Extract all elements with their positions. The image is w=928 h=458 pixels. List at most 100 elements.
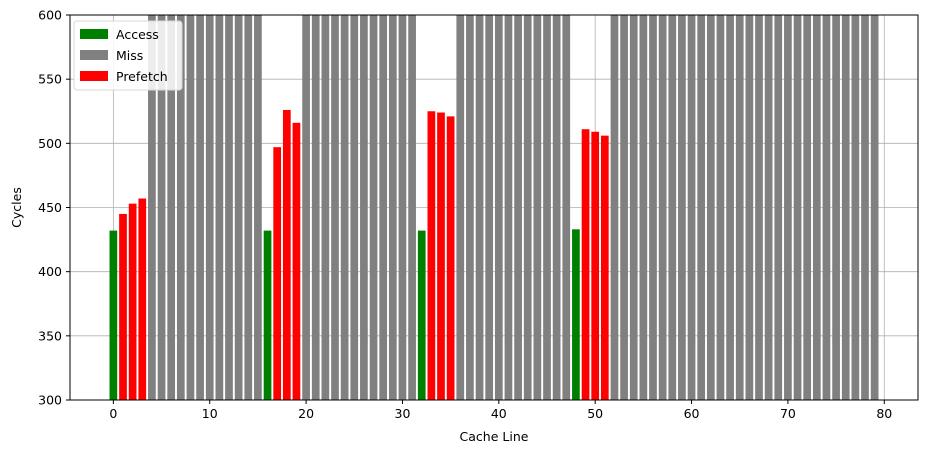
bar-miss-68 (764, 15, 773, 400)
x-tick-label: 30 (395, 406, 411, 421)
bar-miss-72 (803, 15, 812, 400)
x-axis-label: Cache Line (460, 429, 529, 444)
y-tick-label: 300 (38, 393, 62, 408)
bar-miss-63 (716, 15, 725, 400)
bar-miss-6 (167, 15, 176, 400)
bar-miss-36 (456, 15, 465, 400)
bar-prefetch-50 (591, 131, 600, 401)
bar-miss-28 (379, 15, 388, 400)
bar-miss-47 (562, 15, 571, 400)
bar-miss-23 (331, 15, 339, 400)
bar-miss-54 (629, 15, 638, 400)
bar-miss-62 (706, 15, 715, 400)
bar-prefetch-1 (119, 213, 127, 400)
bar-miss-15 (254, 15, 262, 400)
y-tick-label: 450 (38, 200, 62, 215)
bar-miss-53 (620, 15, 628, 400)
bar-miss-7 (176, 15, 185, 400)
bar-miss-10 (205, 15, 214, 400)
bar-miss-40 (494, 15, 503, 400)
bar-miss-73 (812, 15, 821, 400)
legend-label-miss: Miss (116, 48, 143, 63)
legend-label-prefetch: Prefetch (116, 69, 168, 84)
bar-miss-24 (340, 15, 349, 400)
bar-miss-12 (225, 15, 233, 400)
bar-prefetch-19 (292, 122, 301, 401)
bar-miss-25 (350, 15, 359, 400)
legend: Access Miss Prefetch (73, 20, 183, 91)
bar-miss-9 (196, 15, 204, 400)
bar-access-16 (263, 230, 272, 400)
bar-prefetch-34 (437, 112, 445, 401)
axis-ticks: 0 10 20 30 40 50 60 70 80 300 350 400 450 500 550 600 (38, 8, 892, 422)
bar-miss-13 (234, 15, 243, 400)
legend-label-access: Access (116, 27, 159, 42)
bar-miss-76 (841, 15, 850, 400)
y-tick-label: 600 (38, 8, 62, 23)
bar-miss-57 (658, 15, 667, 400)
bar-miss-69 (774, 15, 783, 400)
bar-miss-74 (822, 15, 831, 400)
bar-miss-8 (186, 15, 195, 400)
bar-miss-31 (408, 15, 416, 400)
bar-miss-64 (726, 15, 734, 400)
bar-miss-38 (475, 15, 484, 400)
bar-miss-52 (610, 15, 619, 400)
y-tick-label: 500 (38, 136, 62, 151)
bar-miss-39 (485, 15, 494, 400)
x-tick-label: 40 (491, 406, 507, 421)
bar-miss-60 (687, 15, 696, 400)
bar-miss-77 (851, 15, 860, 400)
bar-miss-11 (215, 15, 224, 400)
bar-prefetch-17 (273, 147, 282, 400)
bar-miss-20 (302, 15, 310, 400)
bar-prefetch-33 (427, 111, 436, 400)
bar-miss-42 (514, 15, 522, 400)
y-axis-label: Cycles (9, 187, 24, 228)
x-tick-label: 70 (780, 406, 796, 421)
bar-miss-66 (745, 15, 754, 400)
y-tick-label: 350 (38, 328, 62, 343)
bar-miss-61 (697, 15, 706, 400)
bar-miss-65 (735, 15, 744, 400)
bar-miss-22 (321, 15, 330, 400)
bar-miss-30 (398, 15, 407, 400)
x-tick-label: 10 (202, 406, 218, 421)
bar-miss-27 (369, 15, 378, 400)
bar-prefetch-51 (600, 135, 609, 400)
bar-miss-71 (793, 15, 802, 400)
bar-miss-70 (784, 15, 792, 400)
bar-miss-79 (870, 15, 879, 400)
bar-miss-45 (543, 15, 551, 400)
x-tick-label: 0 (109, 406, 117, 421)
bar-miss-46 (552, 15, 561, 400)
bar-prefetch-18 (282, 109, 291, 400)
bar-prefetch-3 (138, 198, 147, 400)
x-tick-label: 50 (587, 406, 603, 421)
bar-miss-75 (832, 15, 840, 400)
x-tick-label: 20 (298, 406, 314, 421)
bar-miss-67 (755, 15, 763, 400)
bars (109, 15, 879, 401)
bar-prefetch-35 (446, 116, 455, 400)
bar-miss-29 (388, 15, 397, 400)
bar-access-48 (572, 229, 580, 400)
bar-miss-43 (523, 15, 532, 400)
bar-miss-55 (639, 15, 648, 400)
bar-prefetch-49 (581, 129, 590, 400)
bar-access-32 (417, 230, 426, 400)
x-tick-label: 60 (684, 406, 700, 421)
bar-miss-56 (649, 15, 657, 400)
x-tick-label: 80 (876, 406, 892, 421)
bar-miss-21 (311, 15, 320, 400)
bar-prefetch-2 (128, 203, 137, 400)
bar-miss-59 (678, 15, 686, 400)
bar-miss-58 (668, 15, 677, 400)
bar-miss-5 (157, 15, 166, 400)
y-tick-label: 400 (38, 264, 62, 279)
bar-miss-41 (504, 15, 513, 400)
legend-swatch-miss (80, 50, 108, 60)
legend-swatch-access (80, 29, 108, 39)
